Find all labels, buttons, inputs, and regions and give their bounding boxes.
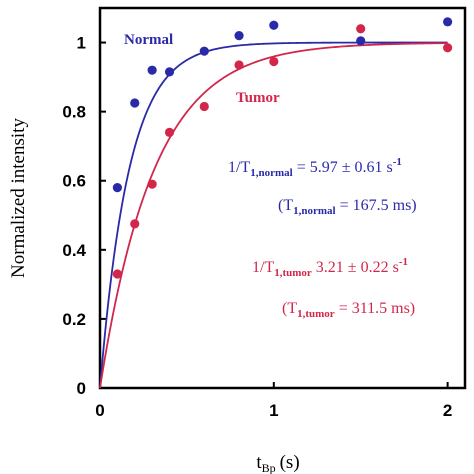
fit-curve-tumor (99, 42, 448, 389)
data-point-normal (356, 36, 366, 46)
data-point-normal (112, 183, 122, 193)
data-point-normal (234, 31, 244, 41)
axis-ticks: 0 1 2 0 0.2 0.4 0.6 0.8 1 (62, 34, 452, 420)
data-point-normal (269, 20, 279, 30)
data-point-normal (199, 46, 209, 56)
plot-area (98, 6, 467, 390)
y-tick-label: 0 (77, 379, 86, 398)
annotation-tumor-t1: (T1,tumor = 311.5 ms) (282, 300, 415, 320)
data-point-tumor (269, 56, 279, 67)
data-point-normal (130, 98, 140, 108)
data-point-tumor (234, 60, 244, 70)
annotation-normal-t1: (T1,normal = 167.5 ms) (278, 197, 417, 217)
x-tick-label: 2 (443, 401, 452, 420)
y-tick-label: 0.8 (62, 103, 86, 122)
data-point-normal (164, 67, 175, 77)
y-tick-label: 0.4 (62, 241, 86, 260)
data-point-tumor (130, 219, 140, 229)
y-tick-label: 1 (77, 34, 86, 53)
fit-curve-normal (99, 41, 448, 389)
data-point-tumor (164, 127, 175, 137)
series-label-normal: Normal (124, 32, 173, 48)
data-point-normal (147, 65, 157, 75)
data-point-tumor (199, 101, 209, 112)
data-point-tumor (112, 269, 122, 279)
annotation-tumor-rate: 1/T1,tumor 3.21 ± 0.22 s-1 (252, 256, 408, 279)
data-point-normal (443, 17, 453, 27)
y-tick-label: 0.6 (62, 172, 86, 191)
annotation-normal-rate: 1/T1,normal = 5.97 ± 0.61 s-1 (228, 156, 402, 179)
x-tick-label: 0 (95, 401, 104, 420)
data-points (112, 17, 453, 279)
x-axis-title: tBp (s) (256, 452, 299, 474)
data-point-tumor (356, 24, 366, 34)
data-point-tumor (147, 179, 157, 189)
y-tick-label: 0.2 (62, 310, 86, 329)
fit-curves (99, 41, 448, 389)
data-point-tumor (443, 43, 453, 53)
series-label-tumor: Tumor (236, 90, 280, 106)
y-axis-title: Normalized intensity (8, 118, 29, 278)
x-tick-label: 1 (269, 401, 278, 420)
